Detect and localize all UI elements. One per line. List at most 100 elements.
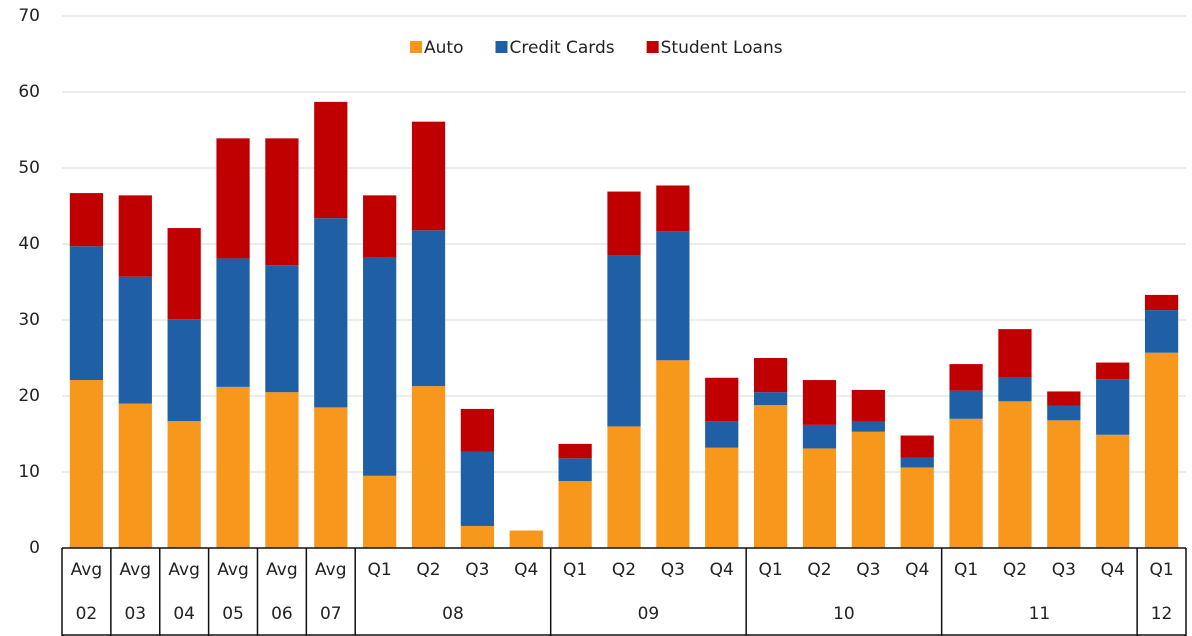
y-tick-label: 50	[18, 158, 40, 178]
bar-segment	[607, 426, 641, 548]
y-tick-label: 70	[18, 6, 40, 26]
y-tick-label: 60	[18, 82, 40, 102]
x-tick-label: Q4	[1101, 560, 1125, 580]
legend-swatch	[410, 41, 422, 53]
group-label: 06	[271, 604, 293, 624]
group-label: 05	[222, 604, 244, 624]
x-tick-label: Avg	[266, 560, 298, 580]
bar-segment	[656, 185, 690, 232]
group-label: 08	[442, 604, 464, 624]
bar-segment	[949, 364, 983, 391]
bar-segment	[998, 377, 1032, 402]
bar-segment	[558, 458, 592, 482]
legend-label: Auto	[424, 38, 463, 58]
x-tick-label: Q2	[416, 560, 440, 580]
bar-segment	[949, 390, 983, 419]
bar-segment	[1047, 405, 1081, 421]
bar-segment	[460, 451, 495, 526]
x-tick-label: Q2	[1003, 560, 1027, 580]
bar-segment	[851, 389, 885, 422]
group-label: 04	[173, 604, 195, 624]
bar-segment	[558, 481, 592, 548]
legend-swatch	[646, 41, 659, 53]
x-tick-label: Q1	[759, 560, 783, 580]
bar-segment	[705, 421, 739, 448]
x-tick-label: Avg	[71, 560, 103, 580]
bar-segment	[509, 530, 543, 548]
bar-segment	[265, 138, 299, 266]
bar-segment	[411, 386, 446, 548]
legend-swatch	[495, 41, 508, 53]
legend-label: Student Loans	[661, 38, 783, 58]
y-tick-label: 10	[18, 462, 40, 482]
x-tick-label: Q3	[856, 560, 880, 580]
x-tick-label: Avg	[217, 560, 249, 580]
bar-segment	[802, 424, 837, 449]
bar-segment	[656, 360, 690, 548]
bar-segment	[998, 329, 1032, 378]
group-label: 11	[1029, 604, 1051, 624]
group-label: 10	[833, 604, 855, 624]
x-tick-label: Q4	[514, 560, 538, 580]
bar-segment	[1144, 294, 1179, 311]
bar-segment	[216, 138, 250, 259]
bar-segment	[216, 258, 250, 387]
y-tick-label: 20	[18, 386, 40, 406]
bar-segment	[1096, 362, 1130, 380]
bar-segment	[802, 380, 837, 425]
bar-segment	[167, 228, 201, 320]
bar-segment	[851, 431, 885, 548]
y-tick-label: 40	[18, 234, 40, 254]
bar-segment	[900, 467, 934, 548]
bar-segment	[216, 386, 250, 548]
bar-segment	[118, 195, 152, 277]
bar-segment	[118, 403, 152, 548]
x-tick-label: Q4	[905, 560, 929, 580]
bar-segment	[1047, 420, 1081, 548]
group-label: 07	[320, 604, 342, 624]
bar-segment	[460, 525, 495, 548]
bar-segment	[411, 230, 446, 387]
bar-segment	[69, 380, 104, 548]
bar-segment	[363, 195, 397, 258]
x-tick-label: Q2	[807, 560, 831, 580]
bar-segment	[314, 101, 348, 219]
bar-segment	[118, 276, 152, 404]
group-label: 09	[638, 604, 660, 624]
bar-segment	[1096, 379, 1130, 435]
bar-segment	[998, 401, 1032, 548]
bar-segment	[1047, 391, 1081, 406]
bar-segment	[265, 265, 299, 393]
y-tick-label: 30	[18, 310, 40, 330]
x-tick-label: Q1	[1149, 560, 1173, 580]
x-tick-label: Q3	[661, 560, 685, 580]
x-tick-label: Q1	[954, 560, 978, 580]
bar-segment	[411, 121, 446, 231]
x-tick-label: Avg	[168, 560, 200, 580]
bar-segment	[1096, 434, 1130, 548]
x-tick-label: Q2	[612, 560, 636, 580]
bar-segment	[167, 421, 201, 548]
x-tick-label: Avg	[315, 560, 347, 580]
bar-segment	[949, 418, 983, 548]
bar-segment	[69, 246, 104, 381]
bar-segment	[460, 408, 495, 452]
bar-segment	[607, 255, 641, 427]
group-label: 03	[124, 604, 146, 624]
bar-segment	[705, 377, 739, 422]
x-tick-label: Q1	[368, 560, 392, 580]
bar-segment	[900, 435, 934, 458]
x-tick-label: Q1	[563, 560, 587, 580]
bar-segment	[607, 191, 641, 256]
legend-label: Credit Cards	[509, 38, 614, 58]
bar-segment	[69, 193, 104, 247]
bar-segment	[705, 447, 739, 548]
y-tick-label: 0	[29, 538, 40, 558]
bar-segment	[900, 457, 934, 468]
bar-segment	[1144, 310, 1179, 353]
group-label: 02	[76, 604, 98, 624]
bar-segment	[265, 392, 299, 548]
x-tick-label: Q3	[465, 560, 489, 580]
bar-segment	[363, 257, 397, 476]
